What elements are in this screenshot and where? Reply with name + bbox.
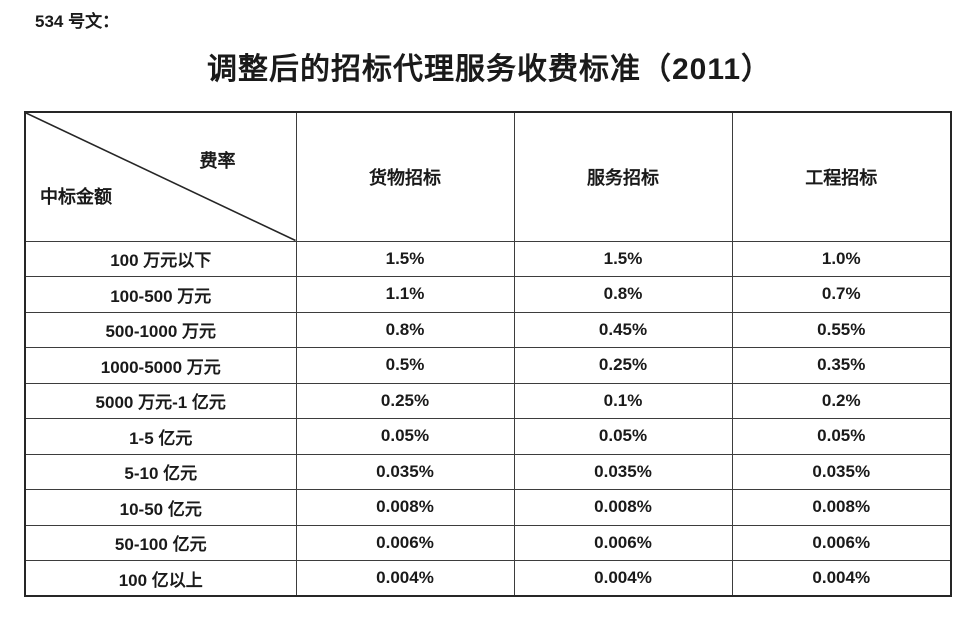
rate-cell-goods: 0.5%	[295, 347, 515, 384]
rate-cell-engineering: 0.35%	[731, 347, 952, 384]
row-label-amount-range: 1-5 亿元	[24, 418, 297, 455]
table-row: 100 万元以下 1.5% 1.5% 1.0%	[24, 240, 952, 277]
corner-label-bid-amount: 中标金额	[40, 187, 112, 207]
rate-cell-engineering: 1.0%	[731, 240, 952, 277]
rate-cell-goods: 0.008%	[295, 489, 515, 526]
rate-cell-services: 0.8%	[513, 276, 733, 313]
row-label-amount-range: 10-50 亿元	[24, 489, 297, 526]
row-label-amount-range: 100-500 万元	[24, 276, 297, 313]
table-row: 1-5 亿元 0.05% 0.05% 0.05%	[24, 418, 952, 455]
rate-cell-services: 1.5%	[513, 240, 733, 277]
table-row: 5000 万元-1 亿元 0.25% 0.1% 0.2%	[24, 382, 952, 419]
page-title: 调整后的招标代理服务收费标准（2011）	[206, 53, 773, 86]
corner-label-rate: 费率	[199, 151, 236, 171]
table-row: 100 亿以上 0.004% 0.004% 0.004%	[24, 560, 952, 597]
header-row: 费率 中标金额 货物招标 服务招标 工程招标	[24, 111, 952, 242]
column-header-engineering: 工程招标	[731, 111, 952, 242]
row-label-amount-range: 100 亿以上	[24, 560, 297, 597]
column-header-services: 服务招标	[513, 111, 733, 242]
rate-cell-services: 0.1%	[513, 382, 733, 419]
corner-header-cell: 费率 中标金额	[24, 111, 297, 242]
row-label-amount-range: 50-100 亿元	[24, 524, 297, 561]
rate-cell-services: 0.006%	[513, 524, 733, 561]
doc-number-label: 534 号文：	[35, 12, 120, 31]
rate-cell-engineering: 0.2%	[731, 382, 952, 419]
rate-cell-engineering: 0.006%	[731, 524, 952, 561]
rate-cell-services: 0.05%	[513, 418, 733, 455]
table-row: 500-1000 万元 0.8% 0.45% 0.55%	[24, 311, 952, 348]
rate-cell-goods: 0.006%	[295, 524, 515, 561]
row-label-amount-range: 5000 万元-1 亿元	[24, 382, 297, 419]
rate-cell-goods: 0.25%	[295, 382, 515, 419]
table-row: 100-500 万元 1.1% 0.8% 0.7%	[24, 276, 952, 313]
fee-rate-table: 费率 中标金额 货物招标 服务招标 工程招标 100 万元以下 1.5% 1.5…	[24, 111, 952, 597]
rate-cell-services: 0.008%	[513, 489, 733, 526]
column-header-goods: 货物招标	[295, 111, 515, 242]
row-label-amount-range: 5-10 亿元	[24, 453, 297, 490]
table-row: 10-50 亿元 0.008% 0.008% 0.008%	[24, 489, 952, 526]
rate-cell-goods: 0.8%	[295, 311, 515, 348]
rate-cell-goods: 0.05%	[295, 418, 515, 455]
rate-cell-engineering: 0.7%	[731, 276, 952, 313]
diagonal-divider-line	[26, 113, 296, 241]
rate-cell-goods: 1.5%	[295, 240, 515, 277]
rate-cell-engineering: 0.004%	[731, 560, 952, 597]
table-row: 5-10 亿元 0.035% 0.035% 0.035%	[24, 453, 952, 490]
rate-cell-services: 0.004%	[513, 560, 733, 597]
table-row: 1000-5000 万元 0.5% 0.25% 0.35%	[24, 347, 952, 384]
table-body: 100 万元以下 1.5% 1.5% 1.0% 100-500 万元 1.1% …	[24, 240, 952, 597]
row-label-amount-range: 100 万元以下	[24, 240, 297, 277]
row-label-amount-range: 500-1000 万元	[24, 311, 297, 348]
row-label-amount-range: 1000-5000 万元	[24, 347, 297, 384]
rate-cell-engineering: 0.008%	[731, 489, 952, 526]
rate-cell-engineering: 0.55%	[731, 311, 952, 348]
rate-cell-services: 0.25%	[513, 347, 733, 384]
rate-cell-goods: 1.1%	[295, 276, 515, 313]
rate-cell-services: 0.45%	[513, 311, 733, 348]
table-row: 50-100 亿元 0.006% 0.006% 0.006%	[24, 524, 952, 561]
rate-cell-services: 0.035%	[513, 453, 733, 490]
rate-cell-engineering: 0.035%	[731, 453, 952, 490]
rate-cell-goods: 0.035%	[295, 453, 515, 490]
rate-cell-engineering: 0.05%	[731, 418, 952, 455]
rate-cell-goods: 0.004%	[295, 560, 515, 597]
